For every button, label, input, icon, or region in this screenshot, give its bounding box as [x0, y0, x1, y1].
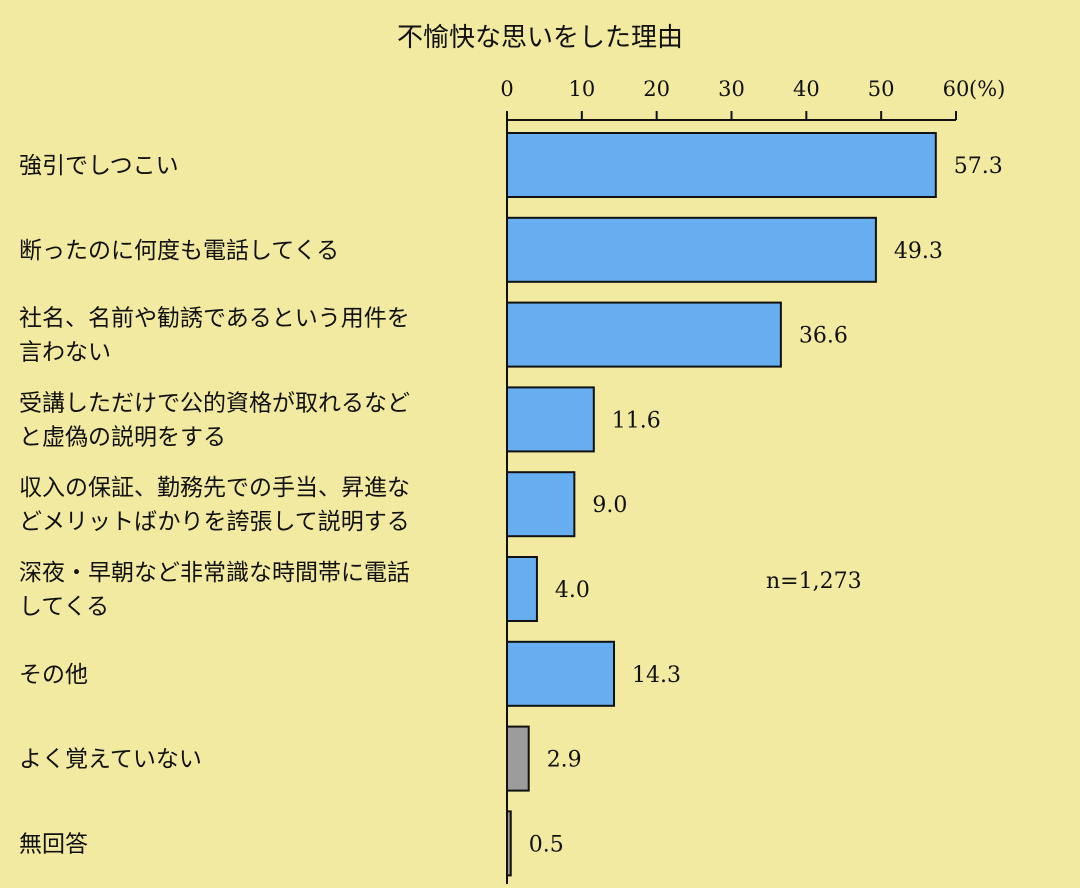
- category-label: どメリットばかりを誇張して説明する: [19, 509, 410, 535]
- x-tick-label: 50: [868, 77, 895, 101]
- bar-value-label: 14.3: [632, 663, 681, 688]
- bars-group: [506, 132, 937, 877]
- x-axis-unit: (%): [969, 77, 1005, 101]
- category-label: 収入の保証、勤務先での手当、昇進な: [19, 475, 410, 501]
- category-label: よく覚えていない: [19, 747, 202, 773]
- value-labels: 57.3 49.3 36.6 11.6 9.0 4.0 14.3 2.9 0.5: [529, 154, 1003, 857]
- bar: [506, 386, 595, 453]
- bar: [506, 556, 538, 622]
- category-label: 言わない: [19, 340, 111, 366]
- sample-size-note: n=1,273: [766, 569, 862, 594]
- category-label: 社名、名前や勧誘であるという用件を: [19, 306, 410, 332]
- bar-value-label: 4.0: [555, 578, 590, 603]
- bar-value-label: 11.6: [612, 408, 661, 433]
- bar: [506, 810, 512, 877]
- bar-value-label: 9.0: [592, 493, 627, 518]
- bar-value-label: 2.9: [547, 748, 582, 773]
- x-tick-label: 0: [500, 77, 513, 101]
- bar: [506, 725, 530, 792]
- category-label: してくる: [19, 594, 109, 620]
- bar: [506, 216, 877, 283]
- x-tick-label: 30: [718, 77, 745, 101]
- category-label: 無回答: [19, 831, 88, 857]
- x-tick-label: 20: [643, 77, 670, 101]
- chart-title: 不愉快な思いをした理由: [397, 23, 683, 53]
- category-label: 受講しただけで公的資格が取れるなど: [19, 390, 410, 416]
- category-label: 強引でしつこい: [19, 153, 179, 179]
- bar-value-label: 0.5: [529, 832, 564, 857]
- bar: [506, 132, 937, 198]
- category-label: と虚偽の説明をする: [19, 424, 226, 450]
- category-label: その他: [19, 662, 88, 688]
- x-tick-label: 10: [568, 77, 595, 101]
- bar-value-label: 49.3: [894, 239, 943, 264]
- bar-value-label: 57.3: [954, 154, 1003, 179]
- bar: [506, 301, 782, 368]
- bar: [506, 471, 576, 538]
- category-label: 断ったのに何度も電話してくる: [19, 238, 339, 264]
- x-tick-label: 40: [793, 77, 820, 101]
- category-labels: 強引でしつこい断ったのに何度も電話してくる社名、名前や勧誘であるという用件を言わ…: [19, 153, 410, 857]
- bar-value-label: 36.6: [799, 324, 848, 349]
- bar: [506, 640, 616, 707]
- x-tick-label: 60: [943, 77, 970, 101]
- category-label: 深夜・早朝など非常識な時間帯に電話: [19, 560, 410, 586]
